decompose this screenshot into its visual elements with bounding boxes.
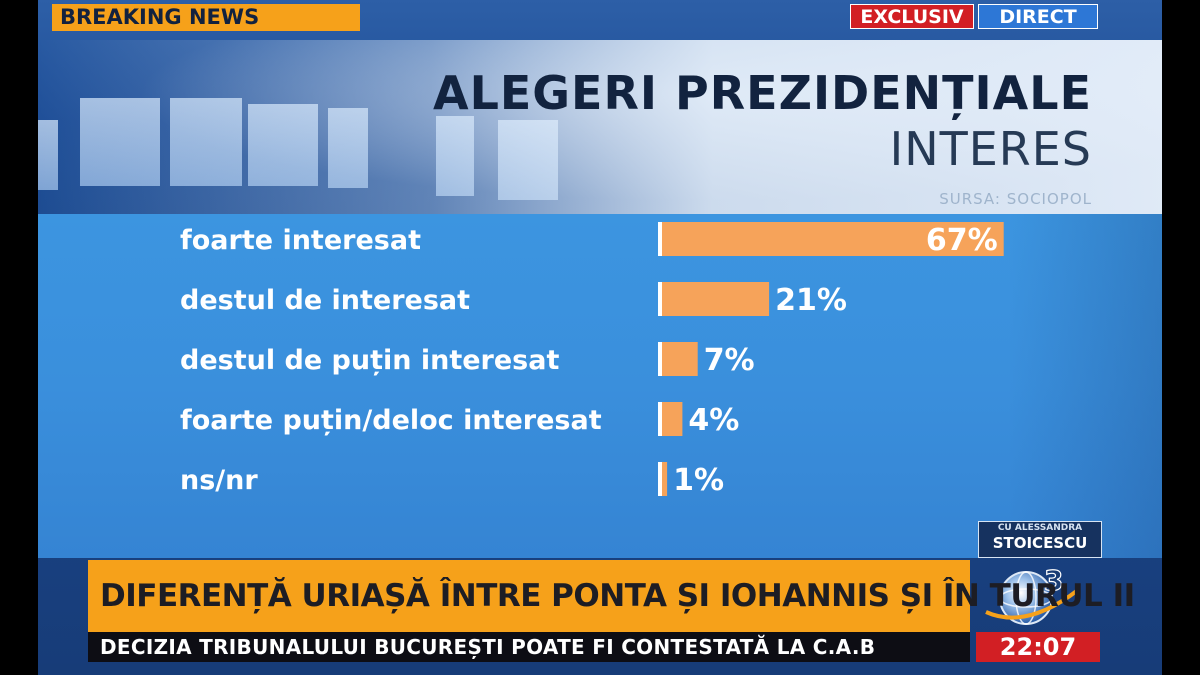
value-label: 1% bbox=[673, 463, 724, 498]
breaking-news-badge: BREAKING NEWS bbox=[52, 4, 360, 31]
title-panel bbox=[38, 40, 1162, 215]
chart-panel: foarte interesat 67% destul de interesat 21… bbox=[38, 214, 1162, 558]
ticker-text: DECIZIA TRIBUNALULUI BUCUREȘTI POATE FI … bbox=[100, 635, 876, 659]
category-label: foarte interesat bbox=[180, 225, 421, 256]
bar bbox=[662, 342, 698, 376]
clock-box bbox=[976, 632, 1100, 662]
category-label: destul de puțin interesat bbox=[180, 345, 559, 376]
direct-badge: DIRECT bbox=[978, 4, 1098, 29]
headline-bar bbox=[88, 560, 970, 632]
show-prefix: CU ALESSANDRA bbox=[997, 523, 1083, 533]
panel-shade bbox=[1008, 214, 1162, 558]
bar bbox=[662, 282, 770, 316]
clock: 22:07 bbox=[999, 633, 1077, 661]
value-label: 7% bbox=[704, 343, 755, 378]
channel-number: 3 bbox=[1044, 564, 1063, 597]
show-badge: CU ALESSANDRA STOICESCU bbox=[978, 521, 1102, 558]
exclusiv-badge: EXCLUSIV bbox=[850, 4, 974, 29]
ticker-bar bbox=[88, 632, 970, 662]
bar-edge bbox=[658, 342, 662, 376]
bar bbox=[662, 462, 668, 496]
headline-text: DIFERENȚĂ URIAȘĂ ÎNTRE PONTA ȘI IOHANNIS… bbox=[100, 578, 1135, 614]
show-host-name: STOICESCU bbox=[992, 534, 1088, 552]
chart-source: SURSA: SOCIOPOL bbox=[939, 190, 1092, 208]
value-label: 67% bbox=[926, 223, 998, 258]
bar-edge bbox=[658, 402, 662, 436]
bar bbox=[662, 402, 683, 436]
value-label: 4% bbox=[688, 403, 739, 438]
category-label: ns/nr bbox=[180, 465, 258, 496]
bar bbox=[662, 222, 1004, 256]
bar-edge bbox=[658, 222, 662, 256]
bar-edge bbox=[658, 282, 662, 316]
category-label: destul de interesat bbox=[180, 285, 470, 316]
category-label: foarte puțin/deloc interesat bbox=[180, 405, 602, 436]
chart-title: ALEGERI PREZIDENȚIALE bbox=[432, 66, 1092, 120]
bar-edge bbox=[658, 462, 662, 496]
value-label: 21% bbox=[775, 283, 847, 318]
chart-subtitle: INTERES bbox=[889, 122, 1092, 176]
bar-chart: foarte interesat 67% destul de interesat 21… bbox=[180, 222, 1004, 498]
antena-3-globe-logo: 3 bbox=[985, 563, 1080, 625]
